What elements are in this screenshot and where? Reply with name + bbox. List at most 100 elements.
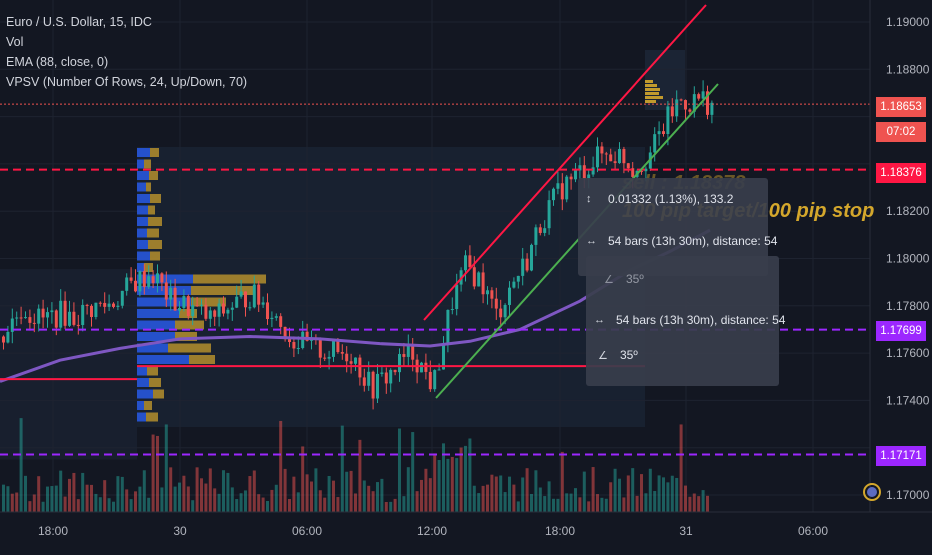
volume-profile-bar <box>137 240 148 249</box>
volume-bar <box>19 418 23 512</box>
volume-bar <box>455 458 459 512</box>
candle-body <box>257 284 261 305</box>
volume-profile-bar <box>137 297 191 307</box>
candle-body <box>626 163 630 169</box>
volume-profile-bar <box>193 274 266 284</box>
price-axis-label: 1.17600 <box>886 346 930 360</box>
candle-body <box>503 304 507 318</box>
candle-body <box>94 302 98 318</box>
volume-bar <box>464 445 467 512</box>
volume-bar <box>266 500 269 512</box>
volume-bar <box>530 493 533 512</box>
candle-body <box>701 91 705 99</box>
candle-body <box>552 188 555 201</box>
current-price-tag: 1.18653 <box>876 97 926 117</box>
candle-body <box>85 304 89 306</box>
candle-body <box>283 326 287 340</box>
volume-profile-bar <box>137 159 144 169</box>
volume-bar <box>499 475 503 512</box>
volume-bar <box>301 446 305 512</box>
volume-bar <box>261 497 265 512</box>
volume-profile-bar <box>146 182 151 192</box>
candle-body <box>371 371 375 399</box>
tooltip-1-range: 0.01332 (1.13%), 133.2 <box>608 192 734 206</box>
volume-bar <box>283 468 287 512</box>
volume-profile-bar <box>168 343 211 353</box>
candle-body <box>107 303 111 307</box>
volume-bar <box>380 478 384 512</box>
candle-body <box>288 339 291 343</box>
volume-bar <box>384 501 388 512</box>
volume-bar <box>596 494 599 512</box>
volume-bar <box>116 476 120 512</box>
volume-bar <box>415 491 419 512</box>
tradingview-logo-icon <box>863 483 881 501</box>
candle-body <box>692 94 696 112</box>
candle-body <box>530 244 533 271</box>
candle-body <box>296 348 300 350</box>
legend-symbol[interactable]: Euro / U.S. Dollar, 15, IDC <box>6 15 152 29</box>
candle-body <box>160 273 164 283</box>
candle-body <box>191 305 195 316</box>
volume-profile-bar <box>137 286 191 295</box>
time-axis-label: 31 <box>679 524 693 538</box>
candle-body <box>477 272 481 287</box>
candle-body <box>90 305 93 318</box>
volume-bar <box>538 487 542 512</box>
volume-bar <box>420 479 423 512</box>
volume-bar <box>252 470 256 512</box>
volume-bar <box>156 435 159 512</box>
candle-body <box>613 161 617 164</box>
candle-body <box>222 303 225 314</box>
volume-profile-bar <box>150 251 160 261</box>
volume-profile-bar <box>645 88 660 91</box>
volume-bar <box>200 478 203 512</box>
candle-body <box>684 100 687 110</box>
horizontal-range-icon: ↔ <box>594 314 605 326</box>
candle-body <box>675 99 679 117</box>
volume-bar <box>424 468 428 512</box>
price-axis-label: 1.18800 <box>886 62 930 76</box>
candle-body <box>50 310 54 313</box>
angle-icon: ∠ <box>598 349 608 362</box>
volume-bar <box>618 478 621 512</box>
vp-zone <box>0 269 137 460</box>
volume-bar <box>376 482 379 512</box>
volume-profile-bar <box>191 297 226 307</box>
candle-body <box>521 258 525 276</box>
volume-bar <box>406 467 410 512</box>
candle-body <box>486 290 489 295</box>
volume-bar <box>2 484 5 512</box>
volume-bar <box>160 487 164 512</box>
price-axis-label: 1.17400 <box>886 393 930 407</box>
volume-bar <box>609 482 613 512</box>
candle-body <box>164 282 168 300</box>
legend-ema[interactable]: EMA (88, close, 0) <box>6 55 109 69</box>
volume-bar <box>94 493 98 512</box>
volume-bar <box>28 501 32 512</box>
legend-vpsv[interactable]: VPSV (Number Of Rows, 24, Up/Down, 70) <box>6 75 248 89</box>
volume-bar <box>450 456 454 512</box>
volume-bar <box>310 481 313 512</box>
candle-body <box>98 302 102 304</box>
volume-bar <box>138 486 142 512</box>
candle-body <box>72 311 76 325</box>
candle-body <box>19 317 23 319</box>
volume-bar <box>587 501 591 512</box>
legend-vol[interactable]: Vol <box>6 35 24 49</box>
candle-body <box>274 316 278 318</box>
volume-bar <box>560 451 564 512</box>
volume-bar <box>565 493 569 512</box>
candle-body <box>252 284 256 308</box>
volume-bar <box>129 499 133 512</box>
candle-body <box>173 287 177 311</box>
level-red-tag: 1.18376 <box>876 163 926 183</box>
volume-bar <box>472 485 476 512</box>
volume-bar <box>613 468 617 512</box>
candle-body <box>666 106 670 135</box>
candle-body <box>393 369 397 373</box>
volume-bar <box>653 490 657 512</box>
volume-bar <box>107 498 111 512</box>
